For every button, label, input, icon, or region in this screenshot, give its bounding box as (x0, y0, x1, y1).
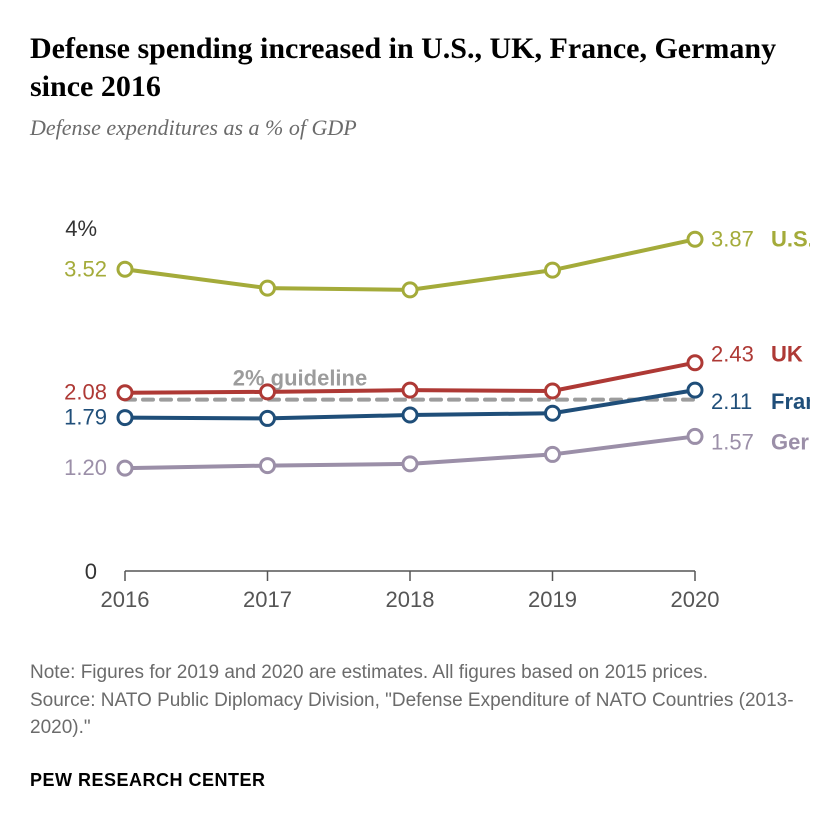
chart-title: Defense spending increased in U.S., UK, … (30, 30, 810, 105)
note-line-2: Source: NATO Public Diplomacy Division, … (30, 687, 810, 742)
chart-note: Note: Figures for 2019 and 2020 are esti… (30, 659, 810, 742)
svg-text:Germany: Germany (771, 429, 810, 454)
line-chart: 2016 2017 2018 2019 2020 0 4% 2% guideline 3.52 3… (30, 161, 810, 631)
note-line-1: Note: Figures for 2019 and 2020 are esti… (30, 659, 810, 687)
svg-text:3.87: 3.87 (711, 226, 754, 251)
svg-text:UK: UK (771, 342, 803, 367)
attribution: PEW RESEARCH CENTER (30, 770, 810, 791)
svg-text:France: France (771, 389, 810, 414)
svg-text:2019: 2019 (528, 587, 577, 612)
svg-text:3.52: 3.52 (64, 256, 107, 281)
chart-container: 2016 2017 2018 2019 2020 0 4% 2% guideline 3.52 3… (30, 161, 810, 631)
svg-text:2.43: 2.43 (711, 342, 754, 367)
svg-text:U.S.: U.S. (771, 226, 810, 251)
svg-text:2.11: 2.11 (711, 389, 752, 414)
svg-text:2020: 2020 (671, 587, 720, 612)
svg-text:1.57: 1.57 (711, 429, 754, 454)
svg-text:1.79: 1.79 (64, 405, 107, 430)
svg-text:2.08: 2.08 (64, 380, 107, 405)
svg-text:1.20: 1.20 (64, 455, 107, 480)
svg-text:2018: 2018 (386, 587, 435, 612)
svg-text:2% guideline: 2% guideline (233, 366, 367, 391)
svg-text:2017: 2017 (243, 587, 292, 612)
svg-text:2016: 2016 (101, 587, 150, 612)
svg-text:0: 0 (85, 559, 97, 584)
svg-text:4%: 4% (65, 216, 97, 241)
chart-subtitle: Defense expenditures as a % of GDP (30, 115, 810, 141)
